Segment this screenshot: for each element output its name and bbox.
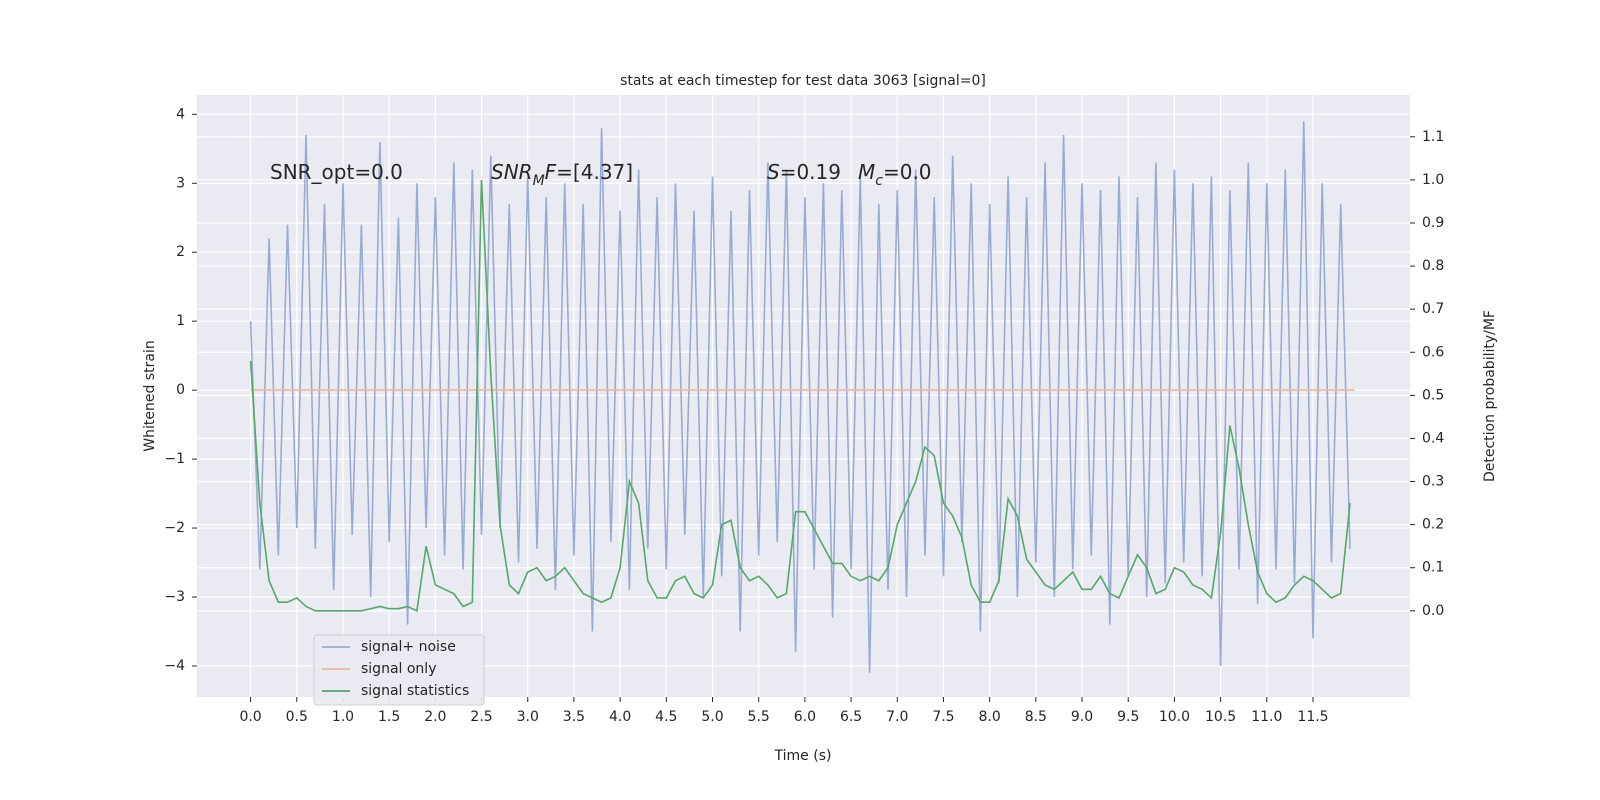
- y2-tick-label: 0.5: [1422, 387, 1444, 403]
- y2-axis-label: Detection probability/MF: [1482, 310, 1498, 482]
- legend-label: signal statistics: [361, 683, 469, 699]
- y-tick-label: 0: [176, 382, 185, 398]
- x-tick-label: 7.5: [932, 709, 954, 725]
- x-tick-label: 11.0: [1251, 709, 1282, 725]
- y2-tick-label: 0.6: [1422, 344, 1444, 360]
- annotation-part: =0.19: [780, 160, 841, 184]
- annotation-part: F: [545, 160, 557, 184]
- y2-tick-label: 1.0: [1422, 172, 1444, 188]
- x-tick-label: 0.0: [239, 709, 261, 725]
- y2-tick-label: 0.8: [1422, 258, 1444, 274]
- annotation: Mc=0.0: [858, 160, 932, 190]
- y2-tick-label: 0.1: [1422, 560, 1444, 576]
- y2-tick-label: 0.0: [1422, 603, 1444, 619]
- y-tick-label: 2: [176, 244, 185, 260]
- chart-title: stats at each timestep for test data 306…: [620, 73, 986, 89]
- y-tick-label: 4: [176, 106, 185, 122]
- x-tick-label: 6.5: [840, 709, 862, 725]
- annotation-part: M: [533, 173, 545, 189]
- legend-box: [313, 634, 485, 706]
- x-tick-label: 3.0: [517, 709, 539, 725]
- y-tick-label: −4: [164, 658, 185, 674]
- x-tick-label: 10.5: [1205, 709, 1236, 725]
- y-tick-label: 3: [176, 175, 185, 191]
- x-tick-label: 1.0: [332, 709, 354, 725]
- x-tick-label: 5.5: [748, 709, 770, 725]
- x-tick-label: 4.0: [609, 709, 631, 725]
- annotation-part: S: [767, 160, 780, 184]
- y-axis-label: Whitened strain: [142, 340, 158, 451]
- x-tick-label: 2.5: [470, 709, 492, 725]
- annotation-part: SNR_opt=0.0: [270, 160, 403, 184]
- x-tick-label: 8.5: [1025, 709, 1047, 725]
- y2-tick-label: 0.9: [1422, 215, 1444, 231]
- y-tick-label: −1: [164, 451, 185, 467]
- series-line: [249, 179, 1351, 612]
- x-tick-label: 5.0: [701, 709, 723, 725]
- legend-label: signal only: [361, 661, 436, 677]
- x-tick-label: 11.5: [1297, 709, 1328, 725]
- annotation-part: =0.0: [883, 160, 932, 184]
- x-tick-label: 7.0: [886, 709, 908, 725]
- x-tick-label: 1.5: [378, 709, 400, 725]
- y2-tick-label: 0.3: [1422, 474, 1444, 490]
- x-tick-label: 9.0: [1071, 709, 1093, 725]
- annotation: SNRMF=[4.37]: [491, 160, 633, 190]
- y2-tick-label: 0.7: [1422, 301, 1444, 317]
- series-line: [249, 121, 1351, 673]
- y2-tick-label: 0.4: [1422, 430, 1444, 446]
- legend: signal+ noise signal only signal statistic…: [313, 634, 485, 706]
- x-tick-label: 6.0: [794, 709, 816, 725]
- annotation: S=0.19: [767, 160, 841, 184]
- y-tick-label: −3: [164, 589, 185, 605]
- legend-label: signal+ noise: [361, 639, 456, 655]
- x-axis-label: Time (s): [774, 748, 832, 764]
- x-tick-label: 2.0: [424, 709, 446, 725]
- y-tick-label: 1: [176, 313, 185, 329]
- y-tick-label: −2: [164, 520, 185, 536]
- x-tick-label: 0.5: [286, 709, 308, 725]
- x-tick-label: 10.0: [1159, 709, 1190, 725]
- annotation-part: SNR: [491, 160, 533, 184]
- x-tick-label: 8.0: [979, 709, 1001, 725]
- annotation: SNR_opt=0.0: [270, 160, 403, 184]
- y2-tick-label: 1.1: [1422, 129, 1444, 145]
- annotation-part: =[4.37]: [556, 160, 633, 184]
- x-tick-label: 4.5: [655, 709, 677, 725]
- x-tick-label: 9.5: [1117, 709, 1139, 725]
- annotation-part: M: [858, 160, 875, 184]
- x-tick-label: 3.5: [563, 709, 585, 725]
- y2-tick-label: 0.2: [1422, 517, 1444, 533]
- annotation-part: c: [875, 173, 883, 189]
